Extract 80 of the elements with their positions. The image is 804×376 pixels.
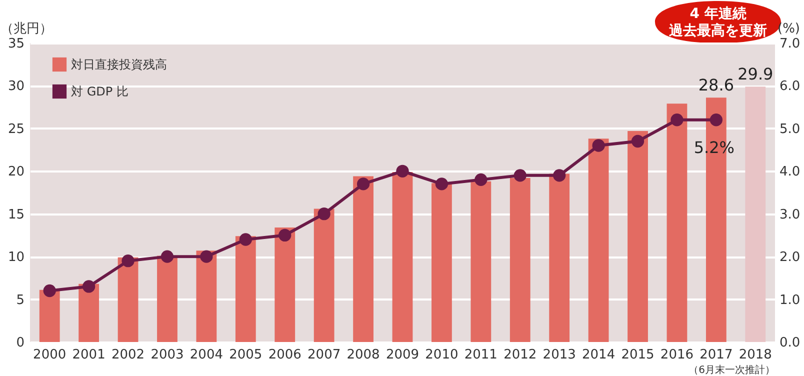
x-tick-label: 2004 xyxy=(190,348,223,362)
bar xyxy=(78,284,100,342)
point xyxy=(43,284,56,298)
y-tick-label: 10 xyxy=(8,250,24,266)
x-tick-label: 2007 xyxy=(308,348,341,362)
y-tick-label: 15 xyxy=(8,207,24,222)
bar xyxy=(628,130,648,342)
point xyxy=(514,169,526,182)
x-tick-label: 2013 xyxy=(542,348,576,362)
x-tick-label: 2011 xyxy=(464,348,498,362)
data-label: 28.6 xyxy=(698,76,734,95)
x-tick-label: 2017 xyxy=(700,348,733,362)
point xyxy=(122,254,134,268)
x-tick-label: 2018 xyxy=(738,348,772,362)
x-tick-label: 2002 xyxy=(111,348,145,362)
point xyxy=(670,114,684,126)
point xyxy=(474,173,488,186)
y2-tick-label: 5.0 xyxy=(780,122,800,137)
legend-label: 対日直接投資残高 xyxy=(71,58,167,72)
bar xyxy=(274,228,296,342)
x-tick-label: 2010 xyxy=(425,348,458,362)
x-tick-label: 2005 xyxy=(229,348,262,362)
y2-tick-label: 7.0 xyxy=(780,36,800,52)
x-tick-label: 2014 xyxy=(582,348,616,362)
point xyxy=(318,208,330,220)
bar xyxy=(745,86,766,342)
bar xyxy=(235,236,256,342)
point xyxy=(396,164,409,178)
text: 過去最高を更新 xyxy=(668,22,767,39)
x-tick-label: 2016 xyxy=(660,348,694,362)
bar xyxy=(118,257,138,342)
point xyxy=(200,250,213,263)
point xyxy=(592,139,605,152)
y2-tick-label: 1.0 xyxy=(780,292,800,308)
y2-tick-label: 4.0 xyxy=(780,164,800,180)
x-tick-label: 2006 xyxy=(268,348,302,362)
point xyxy=(239,233,252,246)
y-tick-label: 35 xyxy=(8,36,24,52)
point xyxy=(356,178,370,190)
y-tick-label: 5 xyxy=(16,292,24,308)
text: （6月末一次推計） xyxy=(688,364,775,376)
bar xyxy=(470,181,492,342)
y-tick-label: 25 xyxy=(8,122,24,137)
data-label: 29.9 xyxy=(738,64,774,84)
y2-tick-label: 3.0 xyxy=(780,207,800,222)
x-tick-label: 2015 xyxy=(621,348,654,362)
point xyxy=(631,134,644,148)
bar xyxy=(666,104,688,342)
y2-tick-label: 0.0 xyxy=(780,336,800,350)
bar xyxy=(510,178,530,342)
x-tick-label: 2008 xyxy=(346,348,380,362)
y2-tick-label: 6.0 xyxy=(780,79,800,94)
point xyxy=(278,228,292,242)
point xyxy=(710,114,723,126)
x-tick-label: 2003 xyxy=(150,348,184,362)
point xyxy=(82,280,96,293)
bar xyxy=(196,250,217,342)
y-tick-label: 0 xyxy=(16,336,24,350)
x-tick-label: 2009 xyxy=(386,348,420,362)
y-axis-title: （兆円） xyxy=(0,22,52,36)
text: 4 年連続 xyxy=(690,6,746,22)
y-tick-label: 20 xyxy=(8,164,24,180)
bar xyxy=(39,290,60,342)
x-tick-label: 2001 xyxy=(72,348,106,362)
x-tick-label: 2000 xyxy=(33,348,66,362)
point xyxy=(435,178,448,190)
bar xyxy=(353,176,374,342)
bar xyxy=(157,256,178,342)
x-tick-label: 2012 xyxy=(504,348,537,362)
y2-axis-title: (%) xyxy=(778,22,800,36)
bar xyxy=(314,208,334,342)
y2-tick-label: 2.0 xyxy=(780,250,800,266)
point xyxy=(553,169,566,182)
bar xyxy=(588,138,609,342)
bar xyxy=(432,183,452,342)
y-tick-label: 30 xyxy=(8,79,24,94)
bar xyxy=(392,172,413,342)
point xyxy=(160,250,174,263)
bar xyxy=(549,174,570,342)
legend-label: 対 GDP 比 xyxy=(71,84,128,98)
